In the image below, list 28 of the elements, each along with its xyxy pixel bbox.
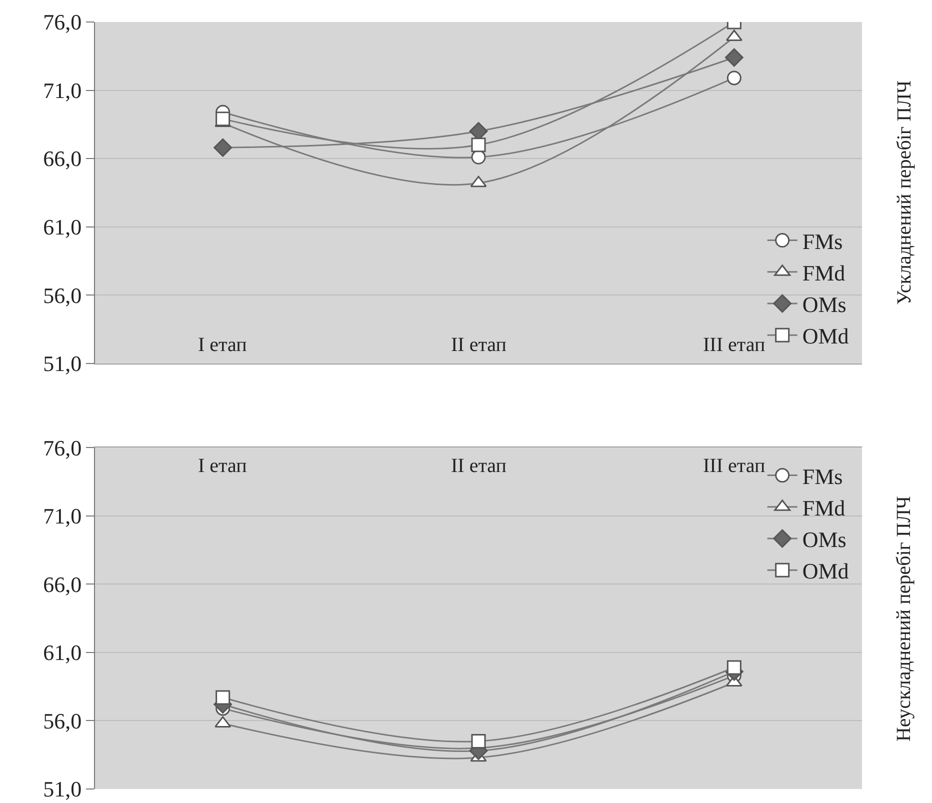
legend-label: FMd (802, 260, 846, 286)
legend-label: FMd (802, 495, 846, 520)
y-axis-title: Неускладнений перебіг ПЛЧ (892, 496, 915, 742)
x-tick-label: I етап (198, 455, 248, 477)
y-tick-label: 61,0 (43, 214, 82, 240)
y-tick-label: 76,0 (43, 435, 82, 460)
legend-label: OMd (802, 558, 849, 584)
y-axis-title: Ускладнений перебіг ПЛЧ (894, 80, 916, 305)
legend-label: OMs (802, 527, 846, 552)
legend-label: FMs (802, 228, 843, 254)
y-tick-label: 76,0 (43, 10, 82, 35)
x-tick-label: II етап (451, 455, 507, 477)
legend-label: OMd (802, 324, 849, 349)
x-tick-label: I етап (198, 334, 248, 356)
y-tick-label: 71,0 (43, 504, 82, 529)
x-tick-label: III етап (703, 455, 766, 477)
y-tick-label: 56,0 (43, 282, 82, 308)
y-tick-label: 61,0 (43, 640, 82, 666)
legend-label: OMs (802, 292, 846, 318)
y-tick-label: 51,0 (43, 776, 82, 802)
y-tick-label: 71,0 (43, 78, 82, 103)
x-tick-label: II етап (451, 334, 507, 356)
y-tick-label: 56,0 (43, 708, 82, 734)
y-tick-label: 66,0 (43, 146, 82, 172)
y-tick-label: 51,0 (43, 351, 82, 376)
y-tick-label: 66,0 (43, 572, 82, 597)
x-tick-label: III етап (703, 334, 766, 356)
legend-label: FMs (802, 464, 843, 489)
